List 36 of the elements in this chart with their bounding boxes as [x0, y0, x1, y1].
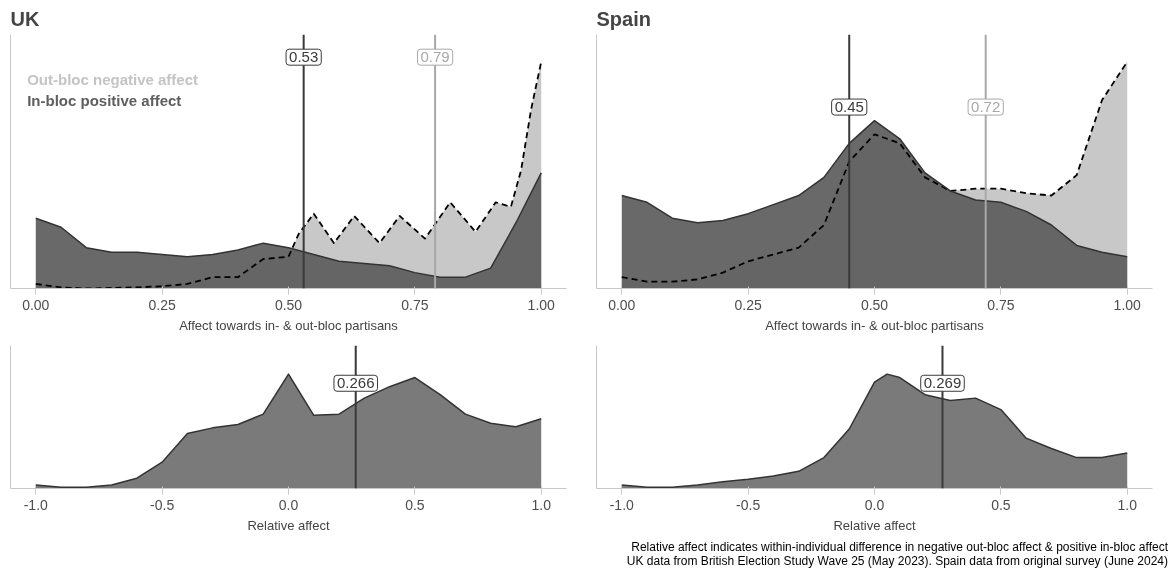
x-tick-label: 0.25: [148, 296, 176, 313]
x-tick-label: -1.0: [23, 496, 49, 513]
x-tick-label: 1.0: [531, 496, 552, 513]
x-tick-label: 0.5: [405, 496, 425, 513]
x-tick-label: -1.0: [609, 496, 635, 513]
ref-line-label: 0.269: [923, 374, 962, 392]
text: Out-bloc negative affect: [27, 71, 199, 89]
ref-line-label: 0.45: [834, 98, 864, 116]
x-tick-label: 0.25: [734, 296, 762, 313]
x-axis-title: Affect towards in- & out-bloc partisans: [179, 317, 399, 333]
ref-line-label: 0.79: [420, 48, 450, 66]
x-axis-title: Affect towards in- & out-bloc partisans: [765, 317, 985, 333]
chart-title: UK: [10, 7, 40, 30]
x-axis-title: Relative affect: [247, 517, 330, 533]
x-tick-label: 0.5: [991, 496, 1011, 513]
x-axis-title: Relative affect: [833, 517, 916, 533]
text: UK data from British Election Study Wave 25 (May 2023). Spain data from original survey (June 2024): [626, 554, 1168, 568]
text: Relative affect indicates within-individual difference in negative out-bloc affect & positive in-bloc affect: [631, 540, 1168, 554]
x-tick-label: -0.5: [736, 496, 761, 513]
x-tick-label: 1.0: [1117, 496, 1138, 513]
ref-line-label: 0.53: [289, 48, 319, 66]
x-tick-label: 0.00: [608, 296, 636, 313]
x-tick-label: 0.75: [401, 296, 429, 313]
x-tick-label: 1.00: [1113, 296, 1142, 313]
x-tick-label: 0.00: [22, 296, 50, 313]
x-tick-label: 1.00: [527, 296, 556, 313]
x-tick-label: 0.50: [274, 296, 303, 313]
x-tick-label: 0.50: [860, 296, 889, 313]
chart-title: Spain: [596, 7, 651, 30]
ref-line-label: 0.72: [971, 98, 1001, 116]
text: In-bloc positive affect: [27, 91, 182, 109]
x-tick-label: 0.75: [987, 296, 1015, 313]
x-tick-label: 0.0: [864, 496, 885, 513]
x-tick-label: 0.0: [278, 496, 299, 513]
ref-line-label: 0.266: [336, 374, 375, 392]
x-tick-label: -0.5: [150, 496, 175, 513]
